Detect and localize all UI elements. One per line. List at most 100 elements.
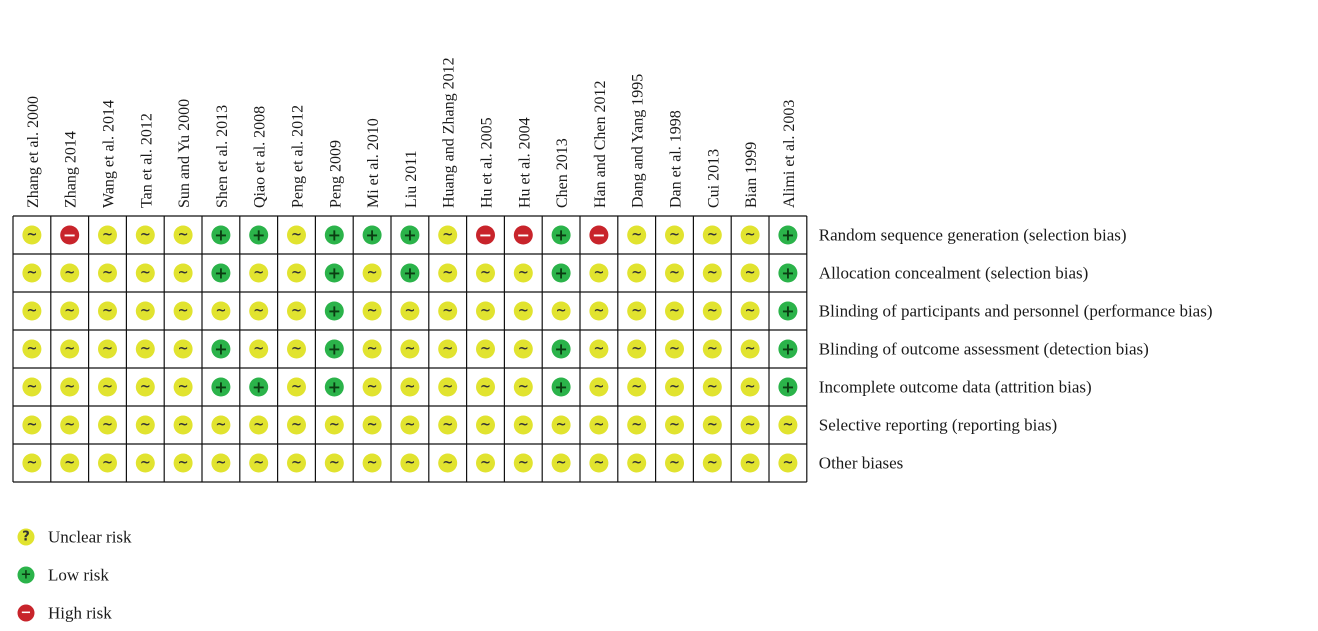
judgement-high: −: [513, 225, 533, 245]
judgement-unclear: ~: [287, 301, 306, 321]
unclear-risk-circle: [173, 263, 193, 283]
judgement-unclear: ~: [249, 415, 269, 435]
judgement-unclear: ~: [513, 453, 533, 473]
study-label: Huang and Zhang 2012: [441, 57, 458, 208]
unclear-risk-circle: [173, 225, 193, 245]
judgement-unclear: ~: [627, 453, 647, 473]
low-risk-circle: [778, 377, 798, 397]
unclear-risk-symbol: ~: [102, 342, 113, 357]
judgement-unclear: ~: [476, 263, 495, 283]
unclear-risk-circle: [287, 453, 306, 473]
unclear-risk-symbol: ~: [669, 418, 680, 433]
judgement-unclear: ~: [438, 225, 458, 245]
unclear-risk-circle: [22, 225, 42, 245]
judgement-low: +: [211, 377, 231, 397]
judgement-unclear: ~: [740, 415, 760, 435]
study-label: Sun and Yu 2000: [176, 99, 193, 208]
low-risk-symbol: +: [214, 226, 227, 245]
unclear-risk-symbol: ~: [367, 342, 378, 357]
unclear-risk-circle: [740, 263, 760, 283]
unclear-risk-symbol: ~: [669, 342, 680, 357]
judgement-unclear: ~: [665, 453, 684, 473]
judgement-low: +: [778, 377, 798, 397]
unclear-risk-symbol: ~: [442, 304, 453, 319]
unclear-risk-circle: [702, 263, 722, 283]
low-risk-symbol: +: [252, 378, 265, 397]
domain-label: Random sequence generation (selection bi…: [819, 226, 1127, 245]
unclear-risk-circle: [249, 415, 269, 435]
unclear-risk-symbol: ~: [26, 266, 37, 281]
unclear-risk-circle: [740, 225, 760, 245]
unclear-risk-symbol: ~: [518, 456, 529, 471]
low-risk-circle: [400, 225, 420, 245]
unclear-risk-symbol: ~: [215, 456, 226, 471]
low-risk-symbol: +: [214, 340, 227, 359]
unclear-risk-circle: [702, 453, 722, 473]
unclear-risk-circle: [60, 301, 80, 321]
unclear-risk-circle: [98, 377, 117, 397]
low-risk-symbol: +: [328, 302, 341, 321]
unclear-risk-circle: [476, 377, 495, 397]
low-risk-symbol: +: [365, 226, 378, 245]
judgement-unclear: ~: [665, 415, 684, 435]
unclear-risk-symbol: ~: [518, 304, 529, 319]
unclear-risk-circle: [740, 339, 760, 359]
unclear-risk-symbol: ~: [291, 342, 302, 357]
unclear-risk-symbol: ~: [669, 266, 680, 281]
unclear-risk-circle: [589, 263, 609, 283]
judgement-low: +: [324, 339, 344, 359]
judgement-unclear: ~: [665, 339, 684, 359]
unclear-risk-symbol: ~: [291, 456, 302, 471]
low-risk-symbol: +: [328, 378, 341, 397]
legend-low-glyph: +: [21, 568, 32, 583]
judgement-unclear: ~: [135, 301, 155, 321]
judgement-unclear: ~: [476, 377, 495, 397]
study-label: Cui 2013: [705, 149, 722, 208]
unclear-risk-symbol: ~: [26, 456, 37, 471]
judgement-unclear: ~: [60, 263, 80, 283]
judgement-unclear: ~: [551, 301, 571, 321]
domain-label: Other biases: [819, 454, 904, 473]
unclear-risk-circle: [513, 415, 533, 435]
unclear-risk-circle: [702, 415, 722, 435]
judgement-unclear: ~: [476, 339, 495, 359]
judgement-unclear: ~: [362, 377, 382, 397]
judgement-high: −: [60, 225, 80, 245]
judgement-low: +: [778, 301, 798, 321]
unclear-risk-symbol: ~: [404, 304, 415, 319]
judgement-unclear: ~: [98, 453, 117, 473]
judgement-unclear: ~: [400, 377, 420, 397]
unclear-risk-symbol: ~: [404, 418, 415, 433]
high-risk-symbol: −: [517, 226, 530, 245]
unclear-risk-symbol: ~: [518, 342, 529, 357]
unclear-risk-circle: [22, 453, 42, 473]
domain-label: Allocation concealment (selection bias): [819, 264, 1089, 283]
unclear-risk-circle: [627, 339, 647, 359]
low-risk-symbol: +: [214, 378, 227, 397]
study-label: Liu 2011: [403, 150, 420, 208]
low-risk-circle: [778, 225, 798, 245]
judgement-unclear: ~: [438, 415, 458, 435]
judgement-unclear: ~: [778, 415, 798, 435]
legend-unclear-glyph: ?: [22, 530, 30, 545]
low-risk-circle: [324, 377, 344, 397]
unclear-risk-symbol: ~: [669, 380, 680, 395]
unclear-risk-circle: [438, 225, 458, 245]
low-risk-symbol: +: [554, 340, 567, 359]
unclear-risk-circle: [665, 301, 684, 321]
high-risk-circle: [476, 225, 495, 245]
unclear-risk-symbol: ~: [102, 380, 113, 395]
unclear-risk-symbol: ~: [631, 266, 642, 281]
study-label: Qiao et al. 2008: [252, 106, 269, 208]
judgement-unclear: ~: [135, 453, 155, 473]
unclear-risk-symbol: ~: [556, 456, 567, 471]
judgement-unclear: ~: [400, 453, 420, 473]
judgement-unclear: ~: [438, 453, 458, 473]
unclear-risk-symbol: ~: [669, 456, 680, 471]
unclear-risk-circle: [249, 453, 269, 473]
legend-low-icon: [17, 566, 35, 584]
unclear-risk-circle: [476, 453, 495, 473]
judgement-low: +: [324, 377, 344, 397]
unclear-risk-circle: [173, 453, 193, 473]
judgement-unclear: ~: [740, 225, 760, 245]
